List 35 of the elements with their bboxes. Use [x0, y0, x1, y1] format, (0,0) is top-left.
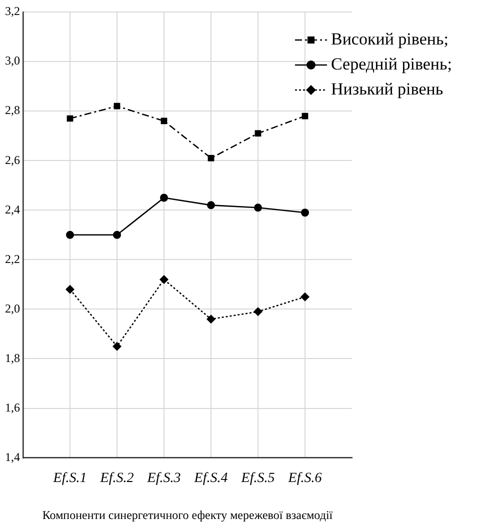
legend-label: Низький рівень [331, 79, 444, 98]
x-tick-label: Ef.S.1 [52, 470, 87, 486]
point [207, 201, 215, 210]
x-tick-label: Ef.S.2 [99, 470, 134, 486]
point [254, 204, 262, 212]
y-tick-label: 2,2 [5, 252, 20, 266]
point [208, 154, 214, 162]
x-axis-title: Компоненти синергетичного ефекту мережевої взаємодії [42, 508, 334, 522]
y-tick-label: 2,4 [5, 202, 20, 216]
point [113, 230, 121, 239]
y-tick-label: 2,6 [5, 152, 20, 167]
legend-label: Високий рівень; [331, 29, 448, 48]
y-tick-label: 2,0 [5, 301, 20, 316]
x-tick-label: Ef.S.4 [193, 470, 228, 486]
legend-label: Середній рівень; [331, 54, 452, 74]
point [114, 102, 120, 110]
point [112, 342, 122, 351]
y-tick-label: 1,8 [5, 350, 20, 365]
point [206, 314, 216, 324]
point [66, 284, 74, 294]
x-tick-label: Ef.S.3 [146, 470, 181, 486]
point [254, 307, 262, 316]
point [301, 208, 309, 217]
x-tick-label: Ef.S.5 [240, 470, 275, 486]
y-tick-label: 3,0 [5, 54, 20, 68]
y-tick-label: 1,4 [5, 450, 20, 464]
point [160, 274, 168, 284]
y-tick-label: 3,2 [5, 4, 20, 18]
y-tick-label: 2,8 [5, 103, 20, 118]
point [254, 130, 262, 137]
point [66, 230, 74, 239]
point [300, 292, 310, 302]
x-tick-label: Ef.S.6 [287, 470, 322, 486]
y-tick-label: 1,6 [5, 400, 20, 414]
point [160, 194, 168, 202]
